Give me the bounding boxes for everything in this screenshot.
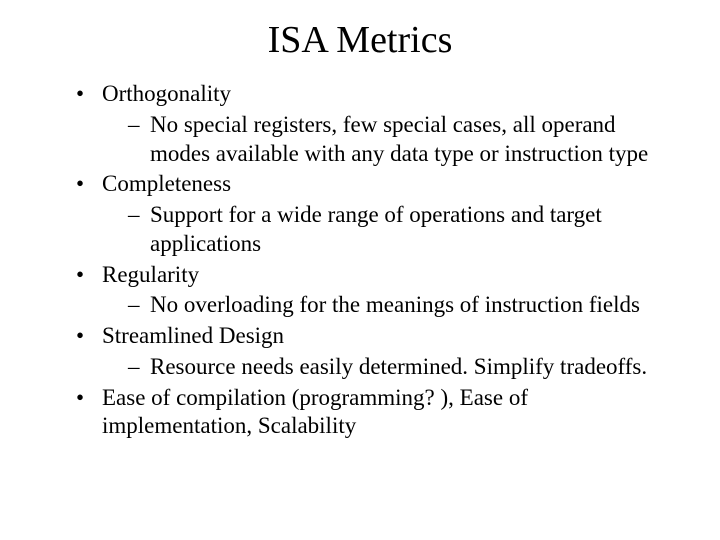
list-item: Streamlined Design Resource needs easily… [76, 322, 680, 382]
list-item: Orthogonality No special registers, few … [76, 80, 680, 168]
slide-title: ISA Metrics [40, 18, 680, 62]
list-item: Ease of compilation (programming? ), Eas… [76, 384, 680, 442]
sub-list-item: Resource needs easily determined. Simpli… [128, 353, 680, 382]
sub-list: Support for a wide range of operations a… [102, 201, 680, 259]
sub-bullet-text: Resource needs easily determined. Simpli… [150, 354, 647, 379]
sub-list: No overloading for the meanings of instr… [102, 291, 680, 320]
bullet-list: Orthogonality No special registers, few … [40, 80, 680, 441]
bullet-label: Ease of compilation (programming? ), Eas… [102, 385, 528, 439]
sub-list-item: No special registers, few special cases,… [128, 111, 680, 169]
sub-list: Resource needs easily determined. Simpli… [102, 353, 680, 382]
list-item: Completeness Support for a wide range of… [76, 170, 680, 258]
sub-bullet-text: Support for a wide range of operations a… [150, 202, 602, 256]
sub-list-item: Support for a wide range of operations a… [128, 201, 680, 259]
sub-bullet-text: No special registers, few special cases,… [150, 112, 648, 166]
bullet-label: Completeness [102, 171, 231, 196]
slide: ISA Metrics Orthogonality No special reg… [0, 0, 720, 540]
bullet-label: Orthogonality [102, 81, 231, 106]
bullet-label: Regularity [102, 262, 199, 287]
list-item: Regularity No overloading for the meanin… [76, 261, 680, 321]
sub-list: No special registers, few special cases,… [102, 111, 680, 169]
bullet-label: Streamlined Design [102, 323, 284, 348]
sub-bullet-text: No overloading for the meanings of instr… [150, 292, 640, 317]
sub-list-item: No overloading for the meanings of instr… [128, 291, 680, 320]
